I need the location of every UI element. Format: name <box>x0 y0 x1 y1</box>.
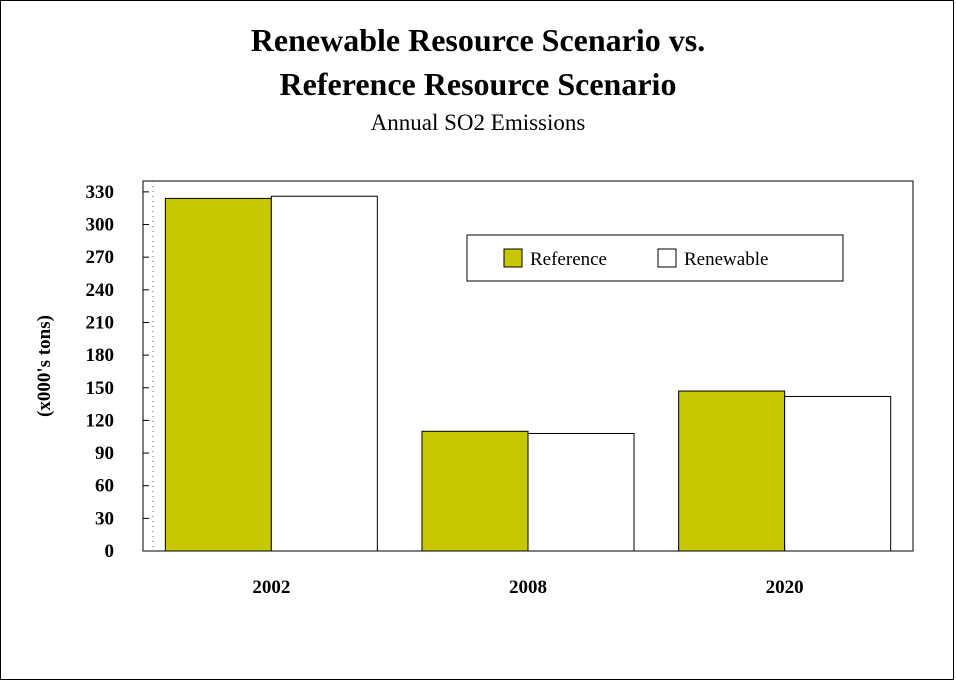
x-tick-label: 2008 <box>509 577 547 598</box>
bar-renewable-2008 <box>527 432 635 552</box>
y-tick-label: 210 <box>86 312 115 333</box>
bar-reference-2002 <box>164 197 272 552</box>
bar-renewable-2002 <box>270 195 378 552</box>
chart-title: Renewable Resource Scenario vs. <box>250 22 706 58</box>
x-tick-label: 2020 <box>766 577 804 598</box>
bar-reference-2008 <box>421 430 529 552</box>
y-tick-label: 150 <box>86 378 115 399</box>
y-tick-label: 330 <box>86 182 115 203</box>
y-tick-label: 240 <box>86 280 115 301</box>
y-tick-label: 60 <box>95 476 114 497</box>
chart-subtitle: Annual SO2 Emissions <box>370 110 586 135</box>
y-tick-label: 300 <box>86 215 115 236</box>
y-tick-label: 270 <box>86 247 115 268</box>
bar-reference-2020 <box>678 390 786 552</box>
x-tick-label: 2002 <box>252 577 290 598</box>
legend <box>466 234 844 282</box>
y-tick-label: 120 <box>86 410 115 431</box>
legend-swatch-reference <box>503 248 523 268</box>
bar-renewable-2020 <box>784 395 892 552</box>
legend-label-reference: Reference <box>530 249 607 270</box>
legend-label-renewable: Renewable <box>684 249 768 270</box>
legend-swatch-renewable <box>657 248 677 268</box>
y-axis-title: (x000's tons) <box>34 315 55 417</box>
y-tick-label: 90 <box>95 443 114 464</box>
y-tick-label: 0 <box>105 541 115 562</box>
chart-title-line2: Reference Resource Scenario <box>279 66 677 102</box>
y-tick-label: 30 <box>95 508 114 529</box>
y-tick-label: 180 <box>86 345 115 366</box>
